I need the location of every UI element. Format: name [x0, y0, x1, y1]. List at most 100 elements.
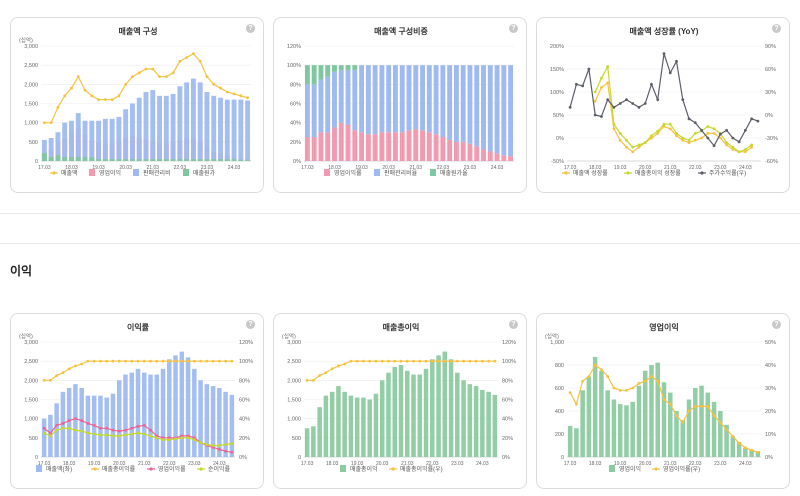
data-point: [92, 432, 96, 436]
bar: [154, 374, 160, 457]
legend-marker-dot: [52, 171, 56, 175]
data-point: [199, 441, 202, 445]
bar: [693, 388, 698, 457]
bar: [69, 157, 74, 161]
legend-label: 매출액 성장률: [573, 169, 608, 177]
data-point: [224, 449, 228, 453]
bar: [630, 401, 635, 457]
data-point: [205, 75, 209, 79]
data-point: [593, 363, 597, 367]
bar: [325, 132, 331, 161]
data-point: [174, 359, 177, 363]
y2-tick-label: 40%: [239, 417, 250, 423]
y2-tick-label: 100%: [502, 359, 516, 365]
bar: [48, 157, 54, 161]
bar: [224, 99, 230, 161]
bar: [41, 139, 47, 161]
data-point: [230, 442, 234, 445]
bar: [352, 130, 358, 161]
bar: [210, 386, 216, 457]
data-point: [180, 434, 184, 438]
data-point: [662, 52, 666, 56]
data-point: [136, 359, 140, 363]
data-point: [74, 428, 77, 432]
help-icon[interactable]: ?: [509, 320, 518, 329]
y2-tick-label: 10%: [765, 432, 776, 438]
legend-label: 영업이익률: [158, 465, 186, 473]
x-tick-label: 18.03: [65, 165, 78, 171]
bar: [481, 149, 486, 161]
data-point: [205, 359, 209, 363]
bar: [749, 450, 754, 457]
y2-tick-label: 0%: [239, 455, 247, 461]
y-tick-label: 100%: [287, 63, 301, 69]
legend-marker: [36, 465, 42, 472]
chart-c2: 매출액 구성비중 0% 20% 40% 60% 80% 100% 120% 17.03 18.03…: [287, 26, 514, 177]
chart-c3: 매출액 성장률 (YoY) -50% 0% 50% 100% 150% 200% -60% -3…: [550, 26, 778, 177]
help-icon[interactable]: ?: [772, 24, 781, 33]
bar: [393, 65, 398, 133]
y2-tick-label: 60%: [239, 398, 250, 404]
data-point: [681, 421, 685, 424]
bar: [85, 395, 91, 457]
bar: [359, 65, 365, 133]
data-point: [743, 446, 747, 450]
bar: [398, 365, 404, 457]
x-tick-label: 20.03: [119, 165, 132, 171]
data-point: [656, 379, 660, 383]
y-tick-label: 500: [29, 436, 38, 442]
help-icon[interactable]: ?: [246, 320, 255, 329]
bar: [636, 385, 642, 457]
bar: [218, 97, 223, 161]
legend-label: 판매관리비: [143, 169, 171, 177]
data-point: [48, 431, 52, 435]
y-tick-label: 200%: [550, 44, 564, 50]
bar: [481, 65, 486, 150]
legend-marker-dot: [199, 467, 203, 471]
data-point: [161, 359, 165, 363]
data-point: [650, 375, 653, 378]
help-icon[interactable]: ?: [246, 24, 255, 33]
x-tick-label: 23.03: [714, 461, 727, 467]
data-point: [217, 359, 221, 363]
bar: [173, 355, 178, 457]
y-tick-label: 2,000: [24, 378, 38, 384]
y-tick-label: 50%: [553, 113, 564, 119]
data-point: [693, 121, 697, 125]
data-point: [136, 431, 140, 435]
bar: [116, 380, 122, 457]
help-icon[interactable]: ?: [509, 24, 518, 33]
bar: [318, 79, 324, 133]
data-point: [725, 428, 728, 431]
bar: [508, 65, 514, 157]
data-point: [462, 359, 465, 363]
bar: [116, 159, 122, 161]
series-line: [594, 81, 752, 153]
help-icon[interactable]: ?: [772, 320, 781, 329]
bar: [599, 370, 604, 457]
data-point: [192, 438, 196, 442]
section-title: 이익: [10, 264, 33, 278]
y-tick-label: 80%: [290, 82, 301, 88]
y2-tick-label: 20%: [239, 436, 250, 442]
bar: [311, 84, 317, 138]
y-tick-label: 400: [555, 409, 564, 415]
bar: [89, 157, 95, 161]
data-point: [606, 65, 610, 69]
bar: [197, 82, 203, 161]
x-tick-label: 19.03: [614, 461, 627, 467]
data-point: [612, 127, 616, 131]
bar: [624, 405, 629, 457]
bar: [148, 374, 153, 457]
data-point: [455, 359, 459, 363]
y-tick-label: 3,000: [24, 340, 38, 346]
bar: [160, 368, 166, 457]
data-point: [568, 391, 572, 394]
data-point: [186, 436, 190, 440]
data-point: [239, 94, 243, 98]
unit-label: (십억): [282, 332, 296, 340]
data-point: [130, 359, 134, 363]
data-point: [712, 127, 716, 131]
bar: [392, 366, 397, 457]
x-tick-label: 17.03: [301, 461, 314, 467]
